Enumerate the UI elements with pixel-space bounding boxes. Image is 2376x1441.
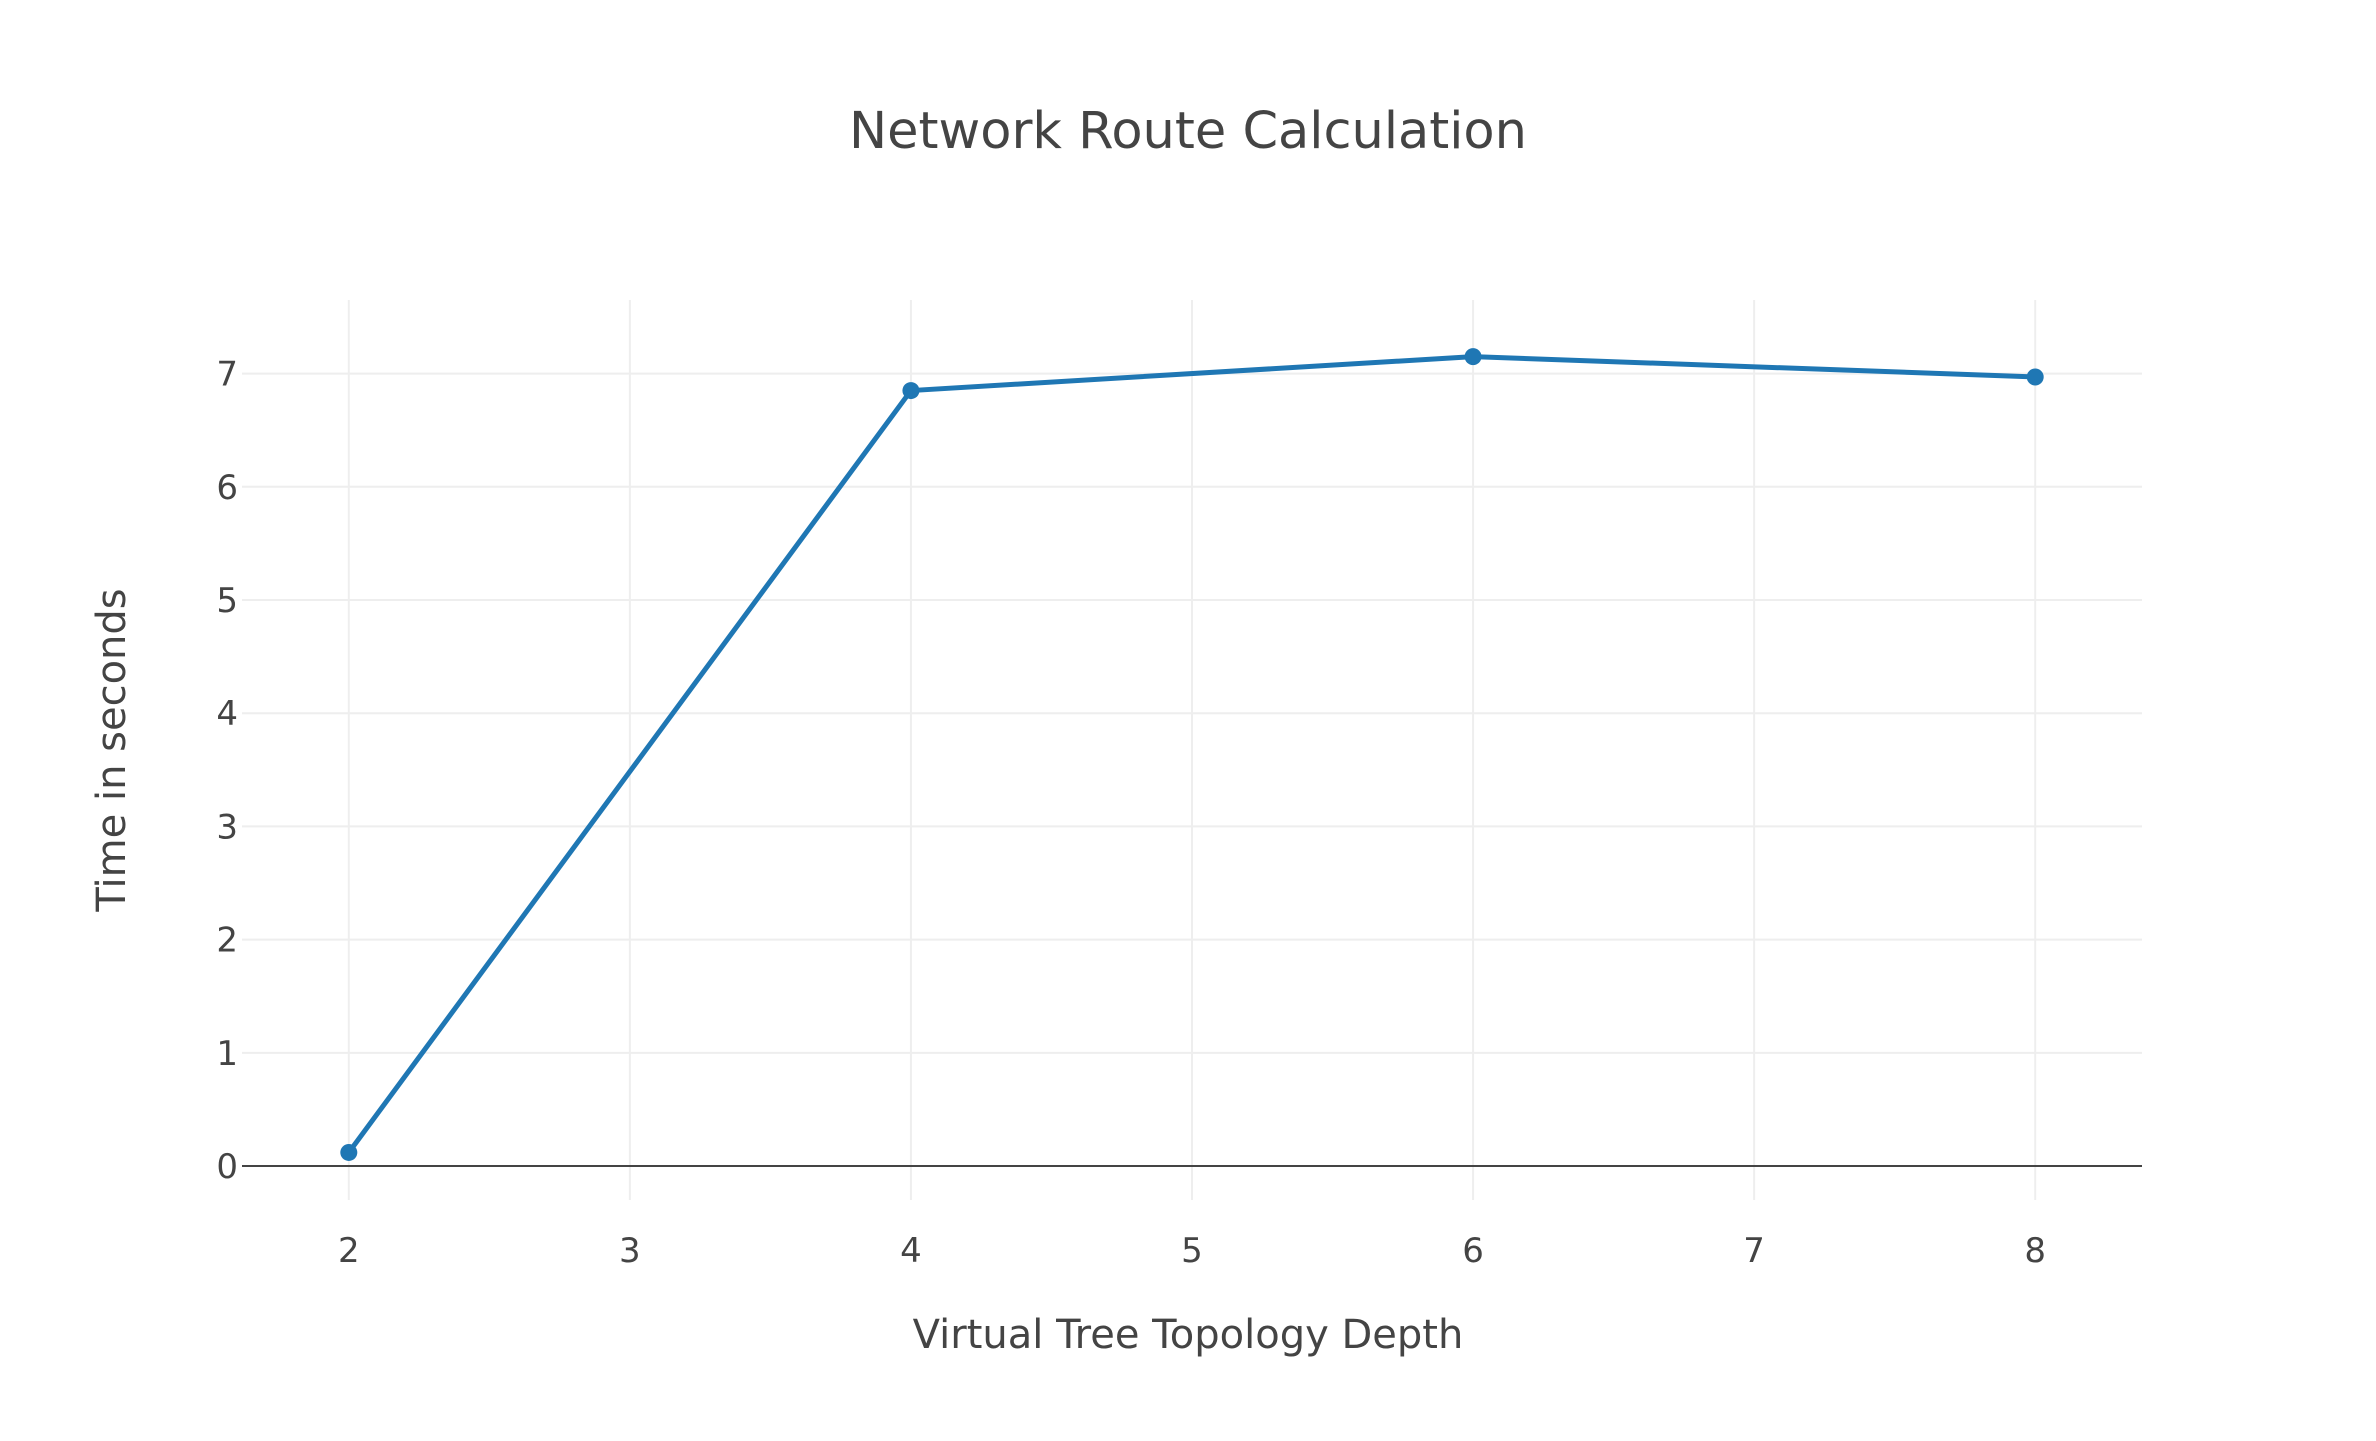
x-axis-title: Virtual Tree Topology Depth bbox=[913, 1312, 1464, 1358]
y-tick-label: 6 bbox=[216, 468, 238, 508]
x-tick-label: 5 bbox=[1181, 1231, 1203, 1271]
y-tick-label: 0 bbox=[216, 1147, 238, 1187]
x-tick-label: 3 bbox=[619, 1231, 641, 1271]
y-axis-title: Time in seconds bbox=[89, 588, 135, 912]
y-tick-label: 3 bbox=[216, 807, 238, 847]
x-tick-labels: 2 3 4 5 6 7 8 bbox=[338, 1231, 2046, 1271]
data-point bbox=[1464, 348, 1482, 366]
data-point bbox=[902, 382, 920, 400]
chart-title: Network Route Calculation bbox=[849, 102, 1527, 161]
y-tick-label: 4 bbox=[216, 694, 238, 734]
y-tick-labels: 0 1 2 3 4 5 6 7 bbox=[216, 355, 238, 1187]
series-line bbox=[346, 354, 2036, 1154]
series-group bbox=[340, 348, 2044, 1161]
y-tick-label: 1 bbox=[216, 1034, 238, 1074]
x-tick-label: 6 bbox=[1462, 1231, 1484, 1271]
x-tick-label: 2 bbox=[338, 1231, 360, 1271]
data-point bbox=[340, 1143, 358, 1161]
data-point bbox=[2026, 368, 2044, 386]
y-tick-label: 2 bbox=[216, 921, 238, 961]
y-tick-label: 7 bbox=[216, 355, 238, 395]
x-tick-label: 7 bbox=[1743, 1231, 1765, 1271]
y-tick-label: 5 bbox=[216, 581, 238, 621]
x-tick-label: 4 bbox=[900, 1231, 922, 1271]
x-tick-label: 8 bbox=[2024, 1231, 2046, 1271]
